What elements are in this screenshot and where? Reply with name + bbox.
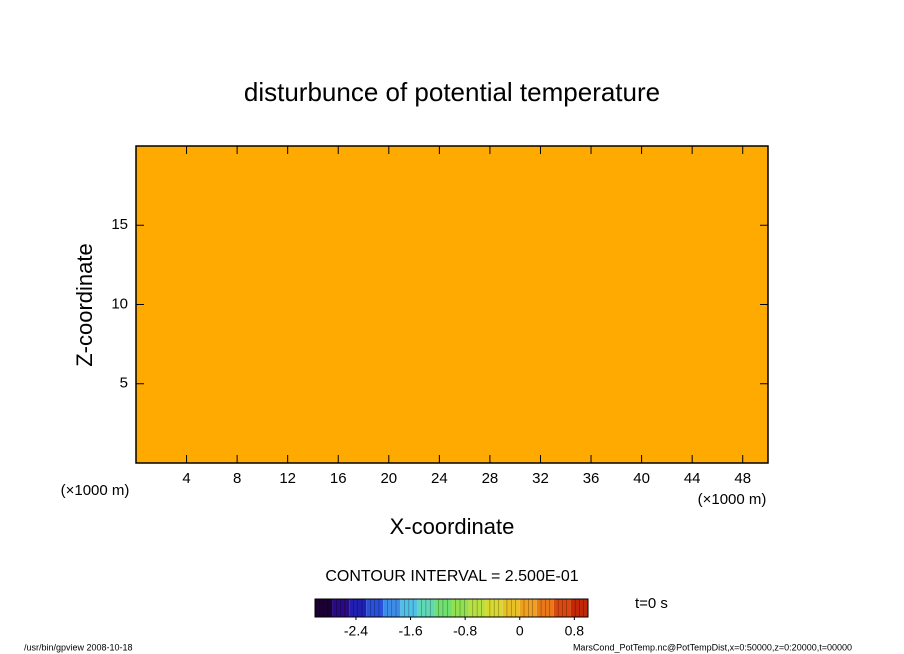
colorbar-tick-label: -1.6 bbox=[398, 623, 422, 639]
x-tick-label: 36 bbox=[583, 470, 600, 487]
x-tick-label: 8 bbox=[233, 470, 241, 487]
x-tick-label: 32 bbox=[532, 470, 549, 487]
footer-right: MarsCond_PotTemp.nc@PotTempDist,x=0:5000… bbox=[573, 642, 852, 652]
contour-fill bbox=[136, 146, 768, 463]
colorbar-tick-label: -0.8 bbox=[453, 623, 477, 639]
x-tick-label: 24 bbox=[431, 470, 448, 487]
colorbar-frame bbox=[314, 598, 589, 618]
y-axis-label: Z-coordinate bbox=[72, 243, 97, 367]
y-unit-label: (×1000 m) bbox=[61, 482, 130, 499]
colorbar-tick-label: 0.8 bbox=[565, 623, 585, 639]
footer-left: /usr/bin/gpview 2008-10-18 bbox=[24, 642, 133, 652]
x-axis-label: X-coordinate bbox=[390, 514, 515, 539]
x-tick-label: 48 bbox=[734, 470, 751, 487]
y-tick-label: 15 bbox=[111, 216, 128, 233]
x-unit-label: (×1000 m) bbox=[698, 491, 767, 508]
time-label: t=0 s bbox=[635, 595, 668, 612]
colorbar-tick-label: -2.4 bbox=[344, 623, 368, 639]
x-tick-label: 16 bbox=[330, 470, 347, 487]
colorbar-tick-label: 0 bbox=[516, 623, 524, 639]
contour-interval: CONTOUR INTERVAL = 2.500E-01 bbox=[325, 568, 578, 585]
y-tick-label: 10 bbox=[111, 295, 128, 312]
x-tick-label: 28 bbox=[482, 470, 499, 487]
y-tick-label: 5 bbox=[120, 375, 128, 392]
x-tick-label: 44 bbox=[684, 470, 701, 487]
chart-title: disturbunce of potential temperature bbox=[244, 77, 660, 107]
x-tick-label: 20 bbox=[380, 470, 397, 487]
x-tick-label: 4 bbox=[182, 470, 190, 487]
x-tick-label: 40 bbox=[633, 470, 650, 487]
x-tick-label: 12 bbox=[279, 470, 296, 487]
